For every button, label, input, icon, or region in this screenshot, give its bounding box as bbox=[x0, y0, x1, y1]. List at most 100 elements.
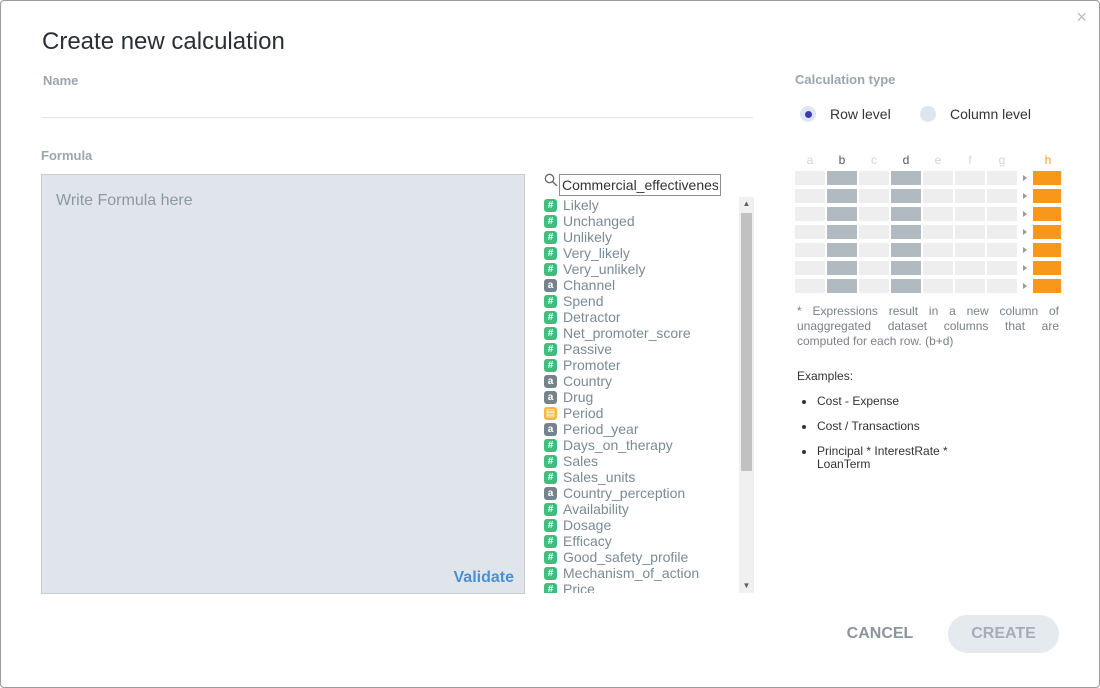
field-item[interactable]: # Detractor bbox=[544, 309, 738, 325]
number-type-icon: # bbox=[544, 262, 557, 276]
create-button[interactable]: CREATE bbox=[948, 615, 1059, 653]
field-name: Mechanism_of_action bbox=[563, 565, 700, 581]
field-list-scrollbar[interactable]: ▲ ▼ bbox=[739, 197, 754, 593]
field-name: Passive bbox=[563, 341, 613, 357]
number-type-icon: # bbox=[544, 326, 557, 340]
grid-cell bbox=[923, 171, 953, 185]
row-level-radio[interactable]: Row level bbox=[800, 106, 891, 122]
field-item[interactable]: # Very_unlikely bbox=[544, 261, 738, 277]
grid-cell bbox=[795, 189, 825, 203]
column-letter: a bbox=[806, 153, 814, 167]
grid-cell bbox=[955, 279, 985, 293]
scroll-up-arrow-icon[interactable]: ▲ bbox=[742, 199, 751, 208]
field-item[interactable]: a Country bbox=[544, 373, 738, 389]
field-item[interactable]: # Mechanism_of_action bbox=[544, 565, 738, 581]
grid-cell bbox=[859, 261, 889, 275]
row-arrow-icon bbox=[1023, 229, 1027, 235]
grid-cell bbox=[795, 243, 825, 257]
scroll-down-arrow-icon[interactable]: ▼ bbox=[742, 581, 751, 590]
field-item[interactable]: a Channel bbox=[544, 277, 738, 293]
grid-cell bbox=[827, 207, 857, 221]
field-item[interactable]: # Days_on_therapy bbox=[544, 437, 738, 453]
number-type-icon: # bbox=[544, 358, 557, 372]
field-item[interactable]: # Sales bbox=[544, 453, 738, 469]
grid-cell bbox=[923, 225, 953, 239]
number-type-icon: # bbox=[544, 198, 557, 212]
field-item[interactable]: # Efficacy bbox=[544, 533, 738, 549]
field-item[interactable]: # Availability bbox=[544, 501, 738, 517]
field-item[interactable]: # Sales_units bbox=[544, 469, 738, 485]
string-type-icon: a bbox=[544, 422, 557, 436]
close-icon[interactable]: × bbox=[1076, 7, 1087, 27]
number-type-icon: # bbox=[544, 518, 557, 532]
number-type-icon: # bbox=[544, 438, 557, 452]
field-item[interactable]: ▤ Period bbox=[544, 405, 738, 421]
field-name: Drug bbox=[563, 389, 594, 405]
radio-selected-icon bbox=[800, 106, 816, 122]
field-name: Sales_units bbox=[563, 469, 636, 485]
field-name: Likely bbox=[563, 197, 599, 213]
column-level-label: Column level bbox=[950, 106, 1031, 122]
field-name: Spend bbox=[563, 293, 604, 309]
grid-cell bbox=[891, 207, 921, 221]
formula-editor[interactable]: Write Formula here Validate bbox=[41, 174, 525, 594]
field-list: # Likely # Unchanged # Unlikely # Very_likely # V… bbox=[544, 197, 738, 593]
number-type-icon: # bbox=[544, 214, 557, 228]
grid-cell bbox=[827, 243, 857, 257]
scroll-thumb[interactable] bbox=[741, 213, 752, 471]
grid-cell bbox=[827, 171, 857, 185]
grid-cell bbox=[795, 279, 825, 293]
field-item[interactable]: # Price bbox=[544, 581, 738, 593]
grid-cell bbox=[923, 207, 953, 221]
field-item[interactable]: # Unchanged bbox=[544, 213, 738, 229]
field-name: Very_likely bbox=[563, 245, 630, 261]
grid-cell bbox=[891, 279, 921, 293]
row-arrow-icon bbox=[1023, 175, 1027, 181]
dialog-title: Create new calculation bbox=[42, 28, 285, 55]
grid-cell bbox=[987, 171, 1017, 185]
string-type-icon: a bbox=[544, 486, 557, 500]
search-icon bbox=[544, 173, 558, 187]
grid-cell bbox=[987, 189, 1017, 203]
string-type-icon: a bbox=[544, 278, 557, 292]
validate-button[interactable]: Validate bbox=[453, 569, 514, 586]
example-item: Cost - Expense bbox=[799, 395, 979, 408]
field-item[interactable]: # Spend bbox=[544, 293, 738, 309]
grid-cell bbox=[891, 189, 921, 203]
grid-cell bbox=[923, 279, 953, 293]
field-item[interactable]: # Unlikely bbox=[544, 229, 738, 245]
cancel-button[interactable]: CANCEL bbox=[846, 625, 914, 642]
field-item[interactable]: # Good_safety_profile bbox=[544, 549, 738, 565]
grid-cell bbox=[827, 261, 857, 275]
field-name: Good_safety_profile bbox=[563, 549, 689, 565]
field-item[interactable]: # Very_likely bbox=[544, 245, 738, 261]
field-item[interactable]: # Dosage bbox=[544, 517, 738, 533]
grid-cell bbox=[827, 279, 857, 293]
grid-cell bbox=[987, 261, 1017, 275]
field-item[interactable]: # Passive bbox=[544, 341, 738, 357]
field-search-input[interactable] bbox=[559, 174, 721, 196]
column-level-radio[interactable]: Column level bbox=[920, 106, 1031, 122]
field-name: Sales bbox=[563, 453, 599, 469]
field-name: Efficacy bbox=[563, 533, 612, 549]
name-input[interactable] bbox=[42, 117, 753, 118]
field-item[interactable]: a Period_year bbox=[544, 421, 738, 437]
grid-cell bbox=[859, 207, 889, 221]
field-item[interactable]: a Drug bbox=[544, 389, 738, 405]
field-name: Country_perception bbox=[563, 485, 686, 501]
string-type-icon: a bbox=[544, 374, 557, 388]
example-item: Cost / Transactions bbox=[799, 420, 979, 433]
column-letter: e bbox=[934, 153, 942, 167]
grid-cell bbox=[859, 279, 889, 293]
field-item[interactable]: # Net_promoter_score bbox=[544, 325, 738, 341]
field-item[interactable]: a Country_perception bbox=[544, 485, 738, 501]
formula-label: Formula bbox=[41, 148, 93, 163]
number-type-icon: # bbox=[544, 246, 557, 260]
grid-cell bbox=[859, 171, 889, 185]
grid-cell bbox=[891, 171, 921, 185]
calculation-type-label: Calculation type bbox=[795, 72, 896, 87]
field-item[interactable]: # Promoter bbox=[544, 357, 738, 373]
row-level-label: Row level bbox=[830, 106, 891, 122]
field-item[interactable]: # Likely bbox=[544, 197, 738, 213]
examples-list: Cost - Expense Cost / Transactions Princ… bbox=[799, 395, 979, 483]
